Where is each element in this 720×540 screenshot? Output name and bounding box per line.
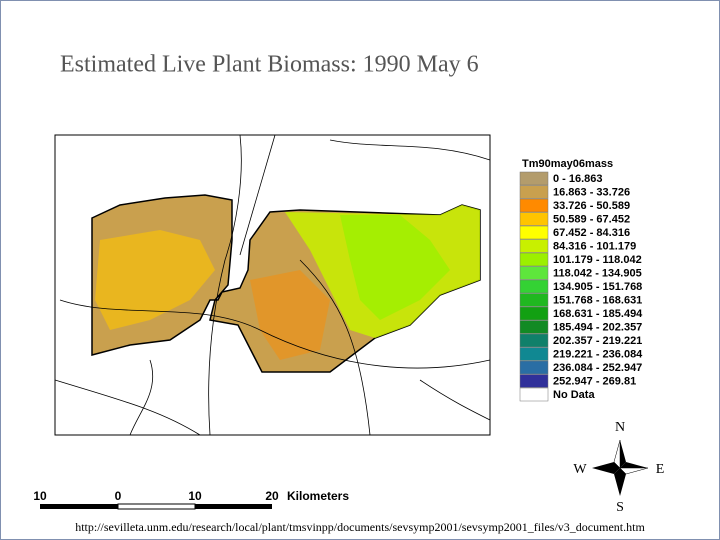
legend-title: Tm90may06mass (522, 158, 613, 170)
compass-south: S (616, 500, 624, 515)
legend-label: 118.042 - 134.905 (553, 267, 642, 279)
roads (54, 134, 491, 436)
scale-segment (40, 504, 118, 509)
legend-label: 84.316 - 101.179 (553, 240, 636, 252)
legend-label: 236.084 - 252.947 (553, 362, 642, 374)
scale-unit: Kilometers (287, 489, 349, 503)
legend-label: 101.179 - 118.042 (553, 254, 642, 266)
legend-swatch (519, 225, 549, 240)
legend-swatch (519, 279, 549, 294)
scale-tick-label: 10 (188, 489, 202, 503)
legend-label: 202.357 - 219.221 (553, 335, 642, 347)
map (54, 134, 491, 436)
scale-segment (195, 504, 272, 509)
scale-tick-label: 20 (265, 489, 279, 503)
scale-tick-label: 0 (115, 489, 122, 503)
green-core (340, 215, 450, 320)
legend-swatch (519, 212, 549, 226)
legend-label: 134.905 - 151.768 (553, 281, 642, 293)
legend-swatch (519, 266, 549, 280)
orange-zone (250, 270, 330, 360)
legend-label: 185.494 - 202.357 (553, 321, 642, 333)
legend-label: 67.452 - 84.316 (553, 227, 630, 239)
legend-label: 168.631 - 185.494 (553, 308, 643, 320)
legend-swatch (519, 171, 549, 186)
scale-bar (40, 503, 272, 510)
legend-swatch (519, 252, 549, 267)
legend-swatch (519, 374, 549, 388)
scale-labels: 10 0 10 20 (33, 489, 279, 503)
compass-north: N (615, 420, 625, 435)
source-url: http://sevilleta.unm.edu/research/local/… (75, 520, 645, 534)
legend-swatch (519, 360, 549, 375)
legend-label: No Data (553, 389, 595, 401)
legend-swatch (519, 198, 549, 213)
legend-swatch (519, 239, 549, 253)
legend-label: 252.947 - 269.81 (553, 375, 636, 387)
legend-swatch (519, 333, 549, 348)
compass-east: E (656, 462, 665, 477)
yellow-zone (95, 230, 215, 330)
compass (592, 439, 649, 496)
legend-label: 151.768 - 168.631 (553, 294, 642, 306)
legend-swatch (519, 387, 549, 402)
compass-west: W (573, 462, 587, 477)
scale-segment (117, 503, 196, 510)
scale-tick-label: 10 (33, 489, 47, 503)
legend-swatch (519, 306, 549, 321)
legend-label: 50.589 - 67.452 (553, 213, 630, 225)
legend-swatch (519, 185, 549, 199)
legend-swatch (519, 347, 549, 361)
slide-title: Estimated Live Plant Biomass: 1990 May 6 (60, 52, 479, 78)
legend-swatch (519, 320, 549, 334)
legend-swatch (519, 293, 549, 307)
legend-label: 33.726 - 50.589 (553, 200, 630, 212)
legend-label: 0 - 16.863 (553, 173, 603, 185)
legend-label: 16.863 - 33.726 (553, 186, 630, 198)
legend-label: 219.221 - 236.084 (553, 348, 643, 360)
